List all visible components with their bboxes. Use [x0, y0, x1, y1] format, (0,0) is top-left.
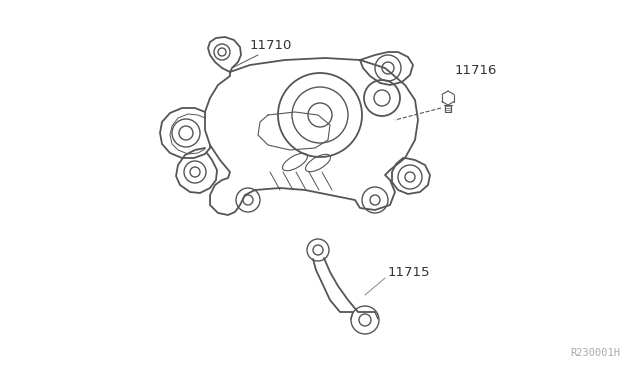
Text: R230001H: R230001H [570, 348, 620, 358]
Text: 11715: 11715 [388, 266, 431, 279]
Text: 11710: 11710 [250, 39, 292, 52]
Text: 11716: 11716 [455, 64, 497, 77]
